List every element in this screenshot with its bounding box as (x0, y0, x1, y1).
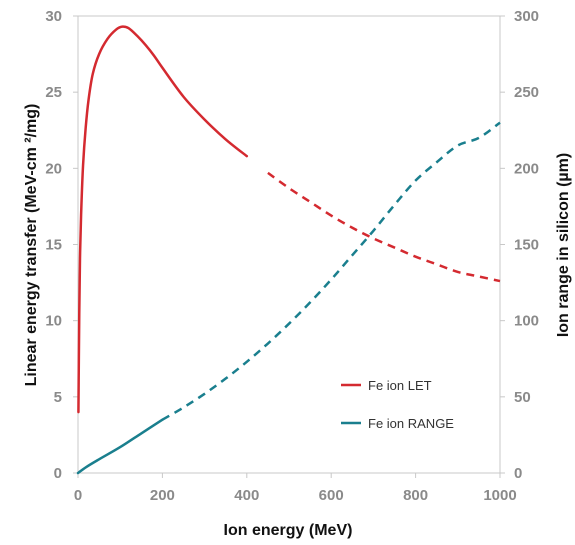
series-line-let-solid (77, 25, 249, 414)
y-left-tick-label: 25 (45, 84, 62, 101)
x-tick-label: 400 (234, 487, 259, 504)
lines-layer (76, 25, 501, 475)
y-left-tick-label: 5 (54, 389, 62, 406)
y-left-tick-label: 0 (54, 465, 62, 482)
x-axis-title: Ion energy (MeV) (224, 522, 353, 539)
x-tick-label: 600 (319, 487, 344, 504)
plot-frame (77, 15, 501, 474)
x-tick-label: 800 (403, 487, 428, 504)
y-right-tick-label: 150 (514, 237, 539, 254)
series-line-range-dashed (161, 121, 501, 421)
y-right-tick-label: 0 (514, 465, 522, 482)
ticks-layer: 0 200 400 600 800 100005101520253005010015020… (45, 8, 539, 504)
y-left-tick-label: 30 (45, 8, 62, 25)
y-axis-right-title: Ion range in silicon (µm) (555, 153, 572, 337)
y-left-tick-label: 20 (45, 160, 62, 177)
y-left-tick-label: 15 (45, 237, 62, 254)
y-right-tick-label: 250 (514, 84, 539, 101)
y-right-tick-label: 100 (514, 313, 539, 330)
y-right-tick-label: 300 (514, 8, 539, 25)
legend-label-range: Fe ion RANGE (368, 416, 454, 431)
legend: Fe ion LET Fe ion RANGE (341, 378, 454, 431)
y-right-tick-label: 50 (514, 389, 531, 406)
y-axis-left-title: Linear energy transfer (MeV-cm ²/mg) (23, 104, 40, 387)
series-line-let-dashed (267, 171, 501, 283)
x-tick-label: 200 (150, 487, 175, 504)
y-left-tick-label: 10 (45, 313, 62, 330)
legend-label-let: Fe ion LET (368, 378, 432, 393)
series-line-range-solid (76, 418, 164, 475)
y-right-tick-label: 200 (514, 160, 539, 177)
x-tick-label: 0 (74, 487, 82, 504)
x-tick-label: 1000 (483, 487, 516, 504)
